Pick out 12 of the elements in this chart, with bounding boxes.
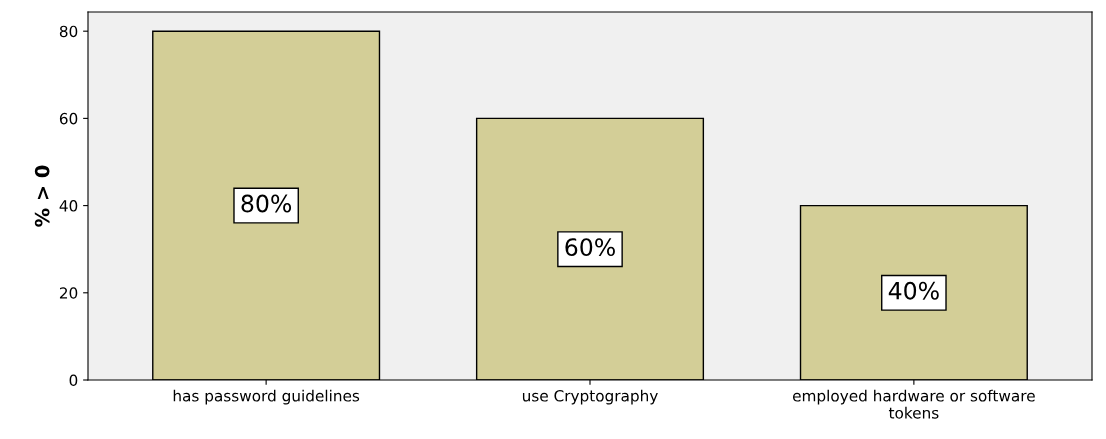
y-axis-title: % > 0: [34, 165, 50, 227]
y-tick-label: 60: [59, 112, 78, 125]
data-label: 40%: [888, 281, 939, 300]
y-tick-label: 0: [69, 374, 78, 387]
y-tick-label: 40: [59, 200, 78, 212]
data-label: 60%: [565, 238, 615, 257]
x-tick-label: use Cryptography: [522, 389, 658, 405]
y-tick-label: 80: [59, 25, 78, 38]
x-tick-label: employed hardware or software tokens: [792, 389, 1035, 419]
x-tick-label: has password guidelines: [173, 389, 360, 405]
y-tick-label: 20: [59, 287, 78, 299]
data-label: 80%: [241, 194, 292, 213]
